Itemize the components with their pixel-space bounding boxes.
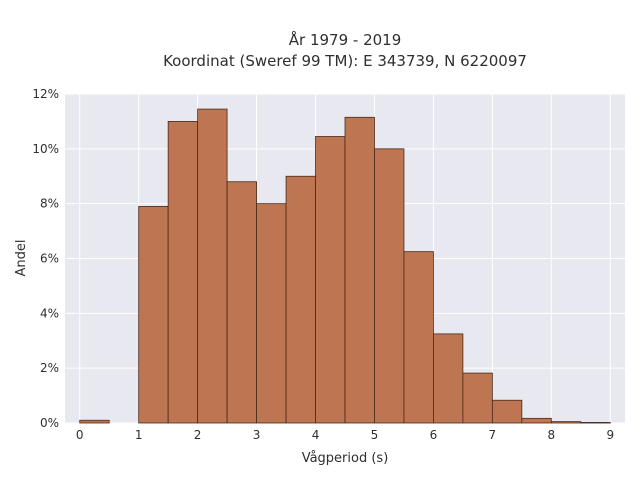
x-tick-labels: 0 1 2 3 4 5 6 7 8 9 <box>76 428 614 442</box>
histogram-bar <box>138 206 169 424</box>
histogram-bar <box>374 148 405 424</box>
y-tick-label: 2% <box>40 361 59 375</box>
y-tick-label: 10% <box>32 142 59 156</box>
x-tick-label: 3 <box>253 428 261 442</box>
y-axis-label: Andel <box>14 240 29 277</box>
histogram-bar <box>197 108 228 424</box>
histogram-bar <box>79 419 110 424</box>
x-tick-label: 1 <box>135 428 143 442</box>
histogram-bar <box>433 333 464 424</box>
y-tick-labels: 0% 2% 4% 6% 8% 10% 12% <box>32 87 59 430</box>
y-tick-label: 4% <box>40 306 59 320</box>
x-tick-label: 5 <box>371 428 379 442</box>
histogram-bar <box>521 417 552 424</box>
histogram-bar <box>256 203 287 424</box>
x-tick-label: 2 <box>194 428 202 442</box>
histogram-bar <box>403 251 434 424</box>
y-tick-label: 6% <box>40 252 59 266</box>
x-tick-label: 9 <box>606 428 614 442</box>
x-axis-label: Vågperiod (s) <box>302 451 389 466</box>
y-tick-label: 0% <box>40 416 59 430</box>
x-tick-label: 4 <box>312 428 320 442</box>
histogram-bar <box>226 181 257 424</box>
histogram-bar <box>167 121 199 424</box>
chart-subtitle: Koordinat (Sweref 99 TM): E 343739, N 62… <box>163 52 527 70</box>
x-tick-label: 7 <box>489 428 497 442</box>
x-tick-label: 6 <box>430 428 438 442</box>
histogram-bar <box>550 421 582 424</box>
x-tick-label: 0 <box>76 428 84 442</box>
histogram-bar <box>344 116 375 424</box>
histogram-bar <box>491 399 523 424</box>
histogram-bar <box>285 175 316 424</box>
y-tick-label: 12% <box>32 87 59 101</box>
x-tick-label: 8 <box>547 428 555 442</box>
y-tick-label: 8% <box>40 197 59 211</box>
histogram-bar <box>580 422 611 424</box>
histogram-bar <box>315 136 346 424</box>
bars <box>79 108 611 424</box>
chart-title: År 1979 - 2019 <box>289 30 402 49</box>
histogram-bar <box>462 372 493 424</box>
